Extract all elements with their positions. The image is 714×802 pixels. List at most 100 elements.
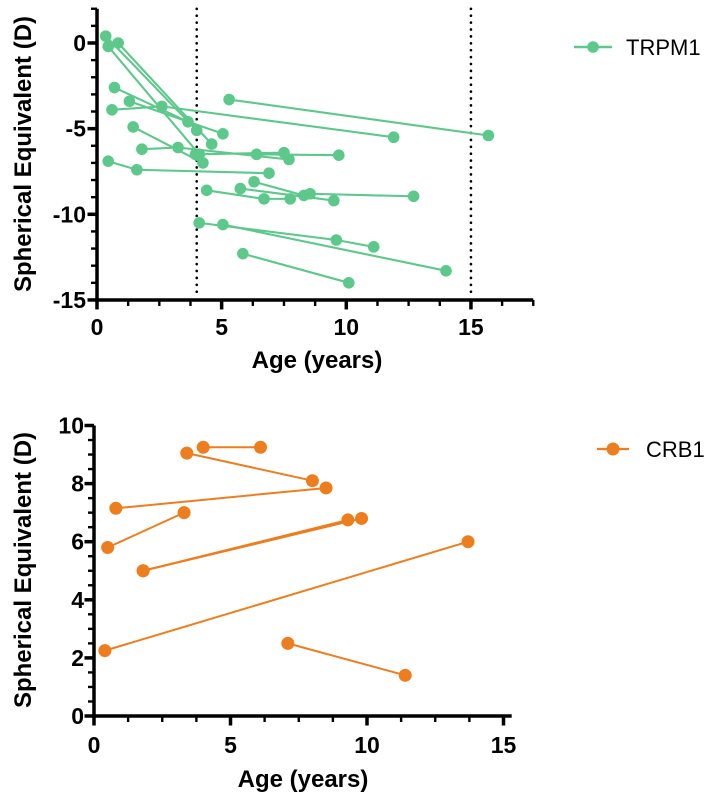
data-point (254, 440, 268, 454)
data-point (156, 100, 168, 113)
series-line (310, 192, 414, 198)
data-point (482, 129, 495, 142)
series-line (186, 452, 313, 482)
y-tick-label: 2 (71, 645, 84, 671)
trpm1-x-axis-title: Age (years) (252, 347, 383, 374)
y-tick-label: 8 (71, 471, 84, 497)
series-line (256, 153, 339, 157)
data-point (182, 115, 194, 128)
data-point (333, 149, 345, 162)
data-point (319, 481, 333, 495)
data-point (278, 146, 290, 159)
data-point (123, 95, 136, 108)
data-point (190, 124, 203, 137)
x-tick-label: 5 (224, 732, 237, 758)
data-point (330, 234, 343, 246)
data-point (328, 194, 340, 207)
crb1-legend-label: CRB1 (646, 437, 705, 462)
axes: 0 5 10 15 0 2 4 6 8 10 (58, 413, 516, 759)
series-line (107, 45, 201, 156)
trpm1-y-axis-title: Spherical Equivalent (D) (10, 16, 37, 292)
crb1-y-axis-title: Spherical Equivalent (D) (10, 432, 37, 708)
y-tick-label: 4 (71, 587, 84, 613)
series-line (142, 517, 362, 572)
trpm1-legend: TRPM1 (574, 35, 701, 60)
data-point (200, 184, 213, 197)
series-line (195, 151, 284, 156)
series-line (287, 642, 406, 677)
data-point (461, 535, 475, 549)
data-point (248, 175, 260, 188)
series-line (114, 86, 189, 123)
series-line (104, 540, 469, 652)
y-tick-label: 0 (73, 30, 86, 56)
x-tick-label: 10 (334, 314, 360, 340)
y-tick-label: 0 (71, 703, 84, 729)
crb1-plot-area: 0 5 10 15 0 2 4 6 8 10 (58, 413, 516, 759)
crb1-legend-marker-icon (597, 442, 629, 456)
data-point (101, 541, 115, 555)
x-tick-label: 15 (491, 732, 517, 758)
data-series (99, 30, 495, 289)
data-point (189, 148, 202, 161)
data-point (193, 217, 206, 229)
y-tick-label: -10 (53, 201, 86, 227)
data-point (109, 501, 123, 515)
data-point (196, 440, 210, 454)
data-point (108, 81, 121, 94)
data-point (304, 187, 316, 200)
data-point (237, 247, 249, 260)
series-line (104, 35, 198, 132)
trpm1-plot-area: 0 5 10 15 0 -5 -10 -15 (53, 7, 535, 340)
series-line (115, 486, 327, 510)
y-tick-label: 6 (71, 529, 84, 555)
data-point (250, 148, 263, 161)
data-point (398, 668, 412, 682)
data-point (281, 636, 295, 650)
trpm1-panel: 0 5 10 15 0 -5 -10 -15 Spherical Equivalent (D)… (0, 0, 714, 400)
data-point (197, 157, 209, 169)
data-point (355, 511, 369, 525)
data-point (98, 644, 112, 658)
data-point (284, 193, 297, 205)
series-line (107, 511, 185, 549)
crb1-x-axis-title: Age (years) (238, 766, 369, 793)
axes: 0 5 10 15 0 -5 -10 -15 (53, 7, 535, 340)
data-point (205, 138, 218, 150)
x-tick-label: 5 (215, 314, 228, 340)
data-point (131, 163, 143, 176)
data-point (102, 155, 115, 167)
data-point (136, 143, 148, 156)
series-line (111, 105, 394, 139)
data-point (407, 190, 420, 203)
data-point (102, 40, 115, 53)
data-point (305, 474, 319, 488)
data-point (342, 277, 355, 289)
series-line (228, 98, 489, 137)
data-point (217, 218, 229, 231)
series-line (253, 180, 305, 197)
x-tick-label: 10 (354, 732, 380, 758)
y-tick-label: -5 (66, 116, 87, 142)
crb1-panel: 0 5 10 15 0 2 4 6 8 10 Spherical Equivalent (D) A… (0, 400, 714, 802)
data-series (98, 440, 475, 682)
trpm1-chart: 0 5 10 15 0 -5 -10 -15 Spherical Equivalent (D)… (10, 7, 701, 374)
trpm1-legend-marker-icon (574, 41, 612, 53)
data-point (341, 513, 355, 527)
data-point (99, 30, 112, 42)
data-point (440, 265, 452, 277)
data-point (263, 167, 275, 179)
data-point (180, 446, 194, 460)
data-point (106, 104, 118, 116)
data-point (387, 131, 400, 144)
data-point (172, 141, 184, 154)
data-point (127, 121, 139, 133)
trpm1-legend-label: TRPM1 (626, 35, 701, 60)
y-tick-label: 10 (58, 413, 84, 439)
data-point (258, 193, 270, 205)
crb1-chart: 0 5 10 15 0 2 4 6 8 10 Spherical Equivalent (D) A… (10, 413, 705, 794)
y-tick-label: -15 (53, 287, 86, 313)
series-line (206, 189, 291, 200)
data-point (112, 37, 124, 49)
data-point (136, 564, 150, 578)
